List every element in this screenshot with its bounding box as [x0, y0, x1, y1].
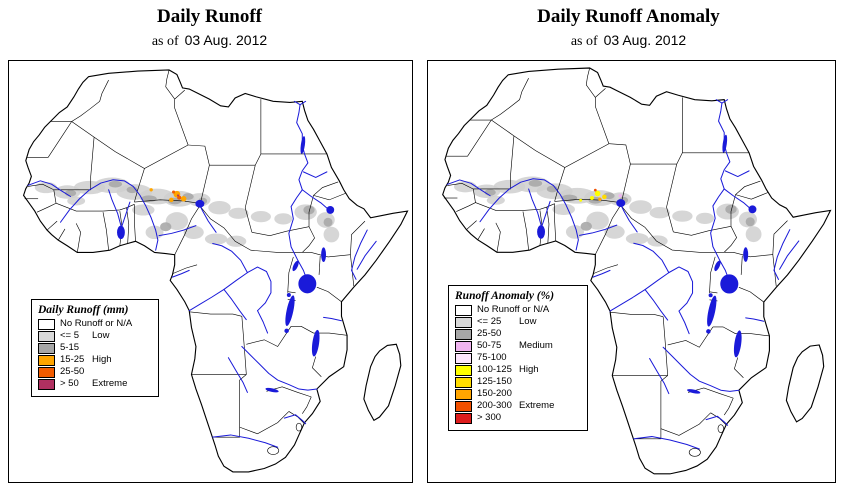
legend-item: 100-125 High: [455, 364, 581, 376]
legend-swatch: [38, 342, 55, 354]
legend-range: 75-100: [477, 352, 507, 363]
legend-title: Daily Runoff (mm): [38, 304, 129, 316]
legend-range: 25-50: [60, 366, 85, 377]
legend-tier: High: [519, 364, 539, 375]
runoff-legend: Daily Runoff (mm) No Runoff or N/A <= 5 L…: [31, 299, 159, 397]
legend-tier: Extreme: [92, 378, 128, 389]
legend-swatch: [455, 316, 472, 328]
left-map-subtitle: as of 03 Aug. 2012: [8, 32, 411, 50]
legend-range: <= 25: [477, 316, 502, 327]
daily-runoff-map: [22, 69, 409, 473]
legend-range: 150-200: [477, 388, 512, 399]
legend-item: 200-300 Extreme: [455, 400, 581, 412]
left-map-title: Daily Runoff: [156, 6, 263, 27]
anomaly-legend: Runoff Anomaly (%) No Runoff or N/A <= 2…: [448, 285, 588, 431]
legend-swatch: [38, 318, 55, 330]
right-map-title: Daily Runoff Anomaly: [537, 6, 720, 27]
legend-swatch: [38, 378, 55, 390]
legend-swatch: [38, 366, 55, 378]
legend-range: 15-25: [60, 354, 85, 365]
legend-item: 75-100: [455, 352, 581, 364]
legend-swatch: [38, 330, 55, 342]
runoff-hotspots: [149, 188, 187, 203]
legend-swatch: [455, 328, 472, 340]
legend-swatch: [455, 340, 472, 352]
legend-range: 200-300: [477, 400, 512, 411]
legend-range: > 50: [60, 378, 79, 389]
legend-item: 25-50: [38, 366, 152, 378]
legend-range: 5-15: [60, 342, 80, 353]
legend-item: 5-15: [38, 342, 152, 354]
legend-swatch: [455, 412, 472, 424]
daily-runoff-map-panel: Daily Runoff (mm) No Runoff or N/A <= 5 L…: [8, 60, 413, 483]
as-of-label: as of: [570, 34, 598, 49]
legend-title: Runoff Anomaly (%): [455, 290, 555, 302]
legend-item: <= 25 Low: [455, 316, 581, 328]
legend-item: 25-50: [455, 328, 581, 340]
right-map-subtitle: as of 03 Aug. 2012: [427, 32, 830, 50]
legend-swatch: [455, 304, 472, 316]
legend-item: 125-150: [455, 376, 581, 388]
legend-range: 50-75: [477, 340, 502, 351]
legend-item: 150-200: [455, 388, 581, 400]
legend-range: <= 5: [60, 330, 80, 341]
legend-tier: Medium: [519, 340, 553, 351]
legend-swatch: [455, 352, 472, 364]
legend-range: > 300: [477, 412, 502, 423]
legend-item: No Runoff or N/A: [38, 318, 152, 330]
runoff-anomaly-map: [442, 67, 832, 475]
right-panel-header: Daily Runoff Anomaly as of 03 Aug. 2012: [427, 6, 830, 50]
legend-item: > 50 Extreme: [38, 378, 152, 390]
legend-range: 125-150: [477, 376, 512, 387]
legend-item: > 300: [455, 412, 581, 424]
legend-item: 50-75 Medium: [455, 340, 581, 352]
map-date: 03 Aug. 2012: [603, 32, 687, 48]
anomaly-hotspots: [579, 188, 622, 202]
legend-range: No Runoff or N/A: [60, 318, 133, 329]
legend-item: 15-25 High: [38, 354, 152, 366]
legend-item: No Runoff or N/A: [455, 304, 581, 316]
legend-swatch: [455, 376, 472, 388]
legend-swatch: [455, 400, 472, 412]
legend-tier: Extreme: [519, 400, 555, 411]
legend-tier: Low: [92, 330, 110, 341]
legend-tier: High: [92, 354, 112, 365]
legend-swatch: [455, 388, 472, 400]
left-panel-header: Daily Runoff as of 03 Aug. 2012: [8, 6, 411, 50]
legend-range: 25-50: [477, 328, 502, 339]
legend-range: No Runoff or N/A: [477, 304, 550, 315]
legend-swatch: [38, 354, 55, 366]
legend-tier: Low: [519, 316, 537, 327]
legend-swatch: [455, 364, 472, 376]
runoff-anomaly-map-panel: Runoff Anomaly (%) No Runoff or N/A <= 2…: [427, 60, 836, 483]
legend-range: 100-125: [477, 364, 512, 375]
legend-item: <= 5 Low: [38, 330, 152, 342]
map-date: 03 Aug. 2012: [184, 32, 268, 48]
as-of-label: as of: [151, 34, 179, 49]
